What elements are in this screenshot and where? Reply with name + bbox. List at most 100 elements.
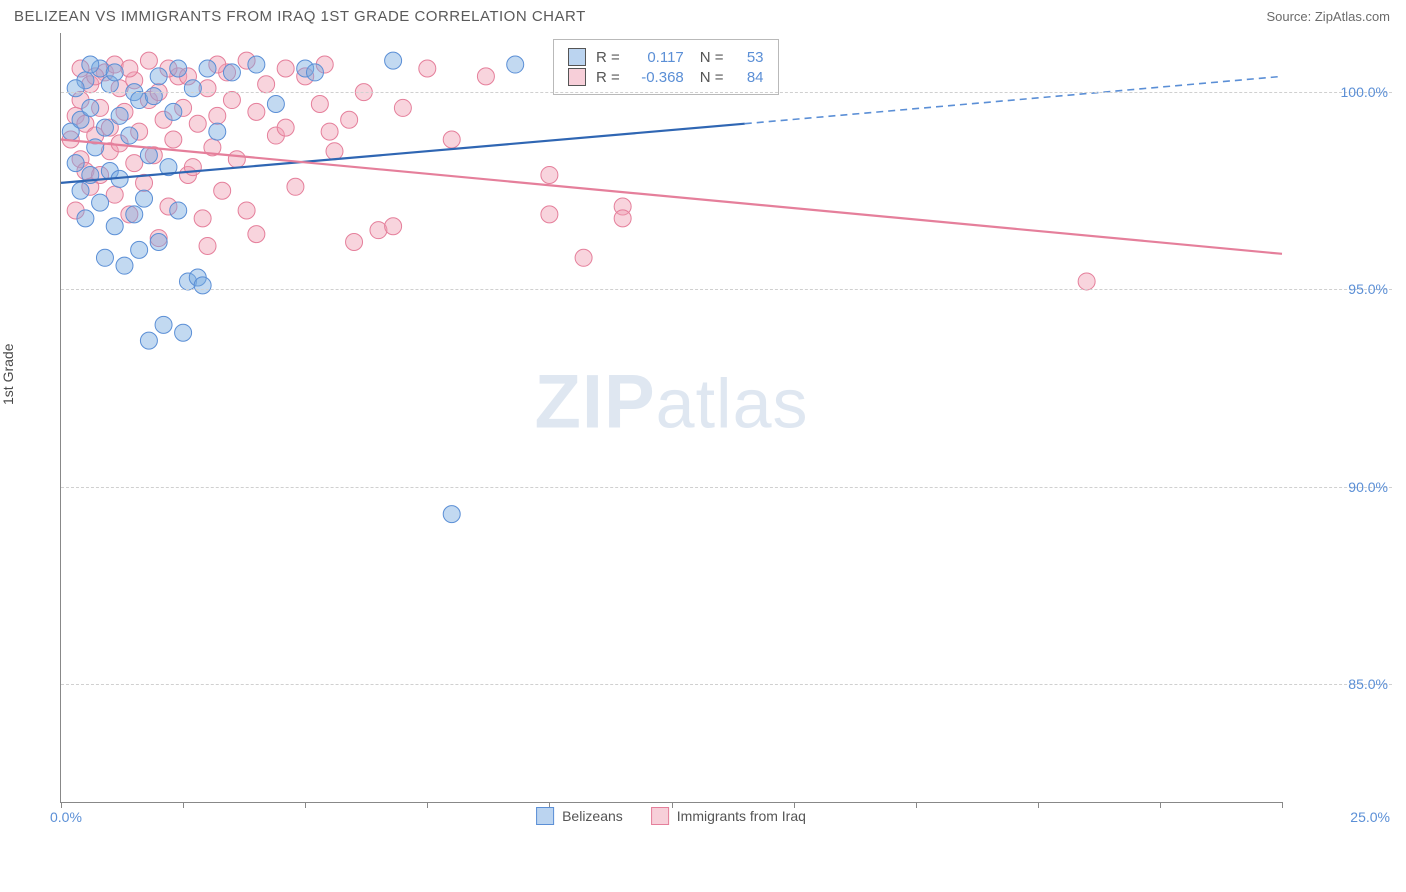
data-point-blue <box>126 206 143 223</box>
data-point-pink <box>209 107 226 124</box>
data-point-pink <box>575 249 592 266</box>
data-point-blue <box>170 202 187 219</box>
data-point-blue <box>106 218 123 235</box>
data-point-pink <box>321 123 338 140</box>
data-point-pink <box>238 202 255 219</box>
data-point-pink <box>258 76 275 93</box>
scatter-svg <box>61 33 1282 802</box>
source-label: Source: ZipAtlas.com <box>1266 9 1390 24</box>
data-point-pink <box>199 237 216 254</box>
data-point-blue <box>443 506 460 523</box>
data-point-blue <box>140 332 157 349</box>
data-point-blue <box>150 68 167 85</box>
y-axis-label: 1st Grade <box>0 344 16 405</box>
y-tick-label: 85.0% <box>1292 676 1388 692</box>
data-point-blue <box>82 99 99 116</box>
data-point-blue <box>92 194 109 211</box>
data-point-pink <box>419 60 436 77</box>
data-point-pink <box>189 115 206 132</box>
legend-label: Belizeans <box>562 808 623 824</box>
trendline-pink <box>61 139 1282 253</box>
data-point-blue <box>111 107 128 124</box>
data-point-pink <box>248 226 265 243</box>
data-point-blue <box>223 64 240 81</box>
data-point-pink <box>477 68 494 85</box>
bottom-legend: Belizeans Immigrants from Iraq <box>536 807 806 825</box>
r-label: R = <box>596 69 620 86</box>
data-point-blue <box>131 241 148 258</box>
stats-legend-box: R = 0.117 N = 53 R = -0.368 N = 84 <box>553 39 779 95</box>
data-point-pink <box>248 103 265 120</box>
data-point-blue <box>184 80 201 97</box>
data-point-pink <box>194 210 211 227</box>
n-label: N = <box>700 69 724 86</box>
legend-item-iraq: Immigrants from Iraq <box>651 807 806 825</box>
data-point-pink <box>614 210 631 227</box>
r-label: R = <box>596 49 620 66</box>
y-tick-label: 90.0% <box>1292 479 1388 495</box>
x-axis-min-label: 0.0% <box>50 809 82 825</box>
data-point-blue <box>96 119 113 136</box>
data-point-pink <box>165 131 182 148</box>
data-point-pink <box>385 218 402 235</box>
square-icon <box>568 68 586 86</box>
data-point-pink <box>541 206 558 223</box>
r-value-blue: 0.117 <box>630 49 684 66</box>
legend-label: Immigrants from Iraq <box>677 808 806 824</box>
data-point-blue <box>267 95 284 112</box>
n-value-pink: 84 <box>734 69 764 86</box>
data-point-pink <box>1078 273 1095 290</box>
data-point-blue <box>96 249 113 266</box>
data-point-blue <box>248 56 265 73</box>
square-icon <box>651 807 669 825</box>
trendline-blue <box>61 124 745 183</box>
data-point-blue <box>199 60 216 77</box>
data-point-blue <box>67 80 84 97</box>
data-point-pink <box>341 111 358 128</box>
data-point-blue <box>209 123 226 140</box>
x-tick <box>1282 802 1283 808</box>
data-point-pink <box>287 178 304 195</box>
data-point-blue <box>145 88 162 105</box>
data-point-pink <box>311 95 328 112</box>
data-point-blue <box>155 316 172 333</box>
stats-row-pink: R = -0.368 N = 84 <box>568 68 764 86</box>
legend-item-belizeans: Belizeans <box>536 807 623 825</box>
trendline-blue-extrapolated <box>745 76 1282 123</box>
data-point-blue <box>306 64 323 81</box>
data-point-blue <box>165 103 182 120</box>
data-point-pink <box>214 182 231 199</box>
data-point-pink <box>394 99 411 116</box>
y-tick-label: 100.0% <box>1292 84 1388 100</box>
square-icon <box>568 48 586 66</box>
gridline <box>61 487 1392 488</box>
data-point-pink <box>346 234 363 251</box>
data-point-blue <box>507 56 524 73</box>
data-point-pink <box>443 131 460 148</box>
data-point-pink <box>277 60 294 77</box>
data-point-blue <box>121 127 138 144</box>
data-point-pink <box>228 151 245 168</box>
data-point-pink <box>223 92 240 109</box>
gridline <box>61 684 1392 685</box>
chart-title: BELIZEAN VS IMMIGRANTS FROM IRAQ 1ST GRA… <box>14 8 586 25</box>
data-point-blue <box>194 277 211 294</box>
square-icon <box>536 807 554 825</box>
n-label: N = <box>700 49 724 66</box>
stats-row-blue: R = 0.117 N = 53 <box>568 48 764 66</box>
data-point-blue <box>106 64 123 81</box>
data-point-blue <box>170 60 187 77</box>
plot-area: ZIPatlas R = 0.117 N = 53 R = -0.368 N =… <box>60 33 1282 803</box>
r-value-pink: -0.368 <box>630 69 684 86</box>
gridline <box>61 92 1392 93</box>
data-point-blue <box>175 324 192 341</box>
data-point-blue <box>82 56 99 73</box>
n-value-blue: 53 <box>734 49 764 66</box>
y-tick-label: 95.0% <box>1292 281 1388 297</box>
data-point-blue <box>77 210 94 227</box>
data-point-blue <box>150 234 167 251</box>
data-point-blue <box>67 155 84 172</box>
data-point-pink <box>326 143 343 160</box>
data-point-pink <box>541 166 558 183</box>
data-point-blue <box>385 52 402 69</box>
